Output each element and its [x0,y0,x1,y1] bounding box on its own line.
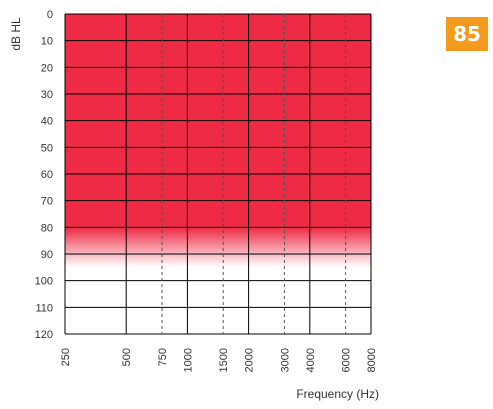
x-tick-label: 3000 [279,348,291,372]
y-tick-label: 0 [47,9,53,21]
x-tick-label: 250 [60,348,72,366]
x-tick-label: 500 [121,348,133,366]
region-fade [65,227,371,268]
y-tick-label: 60 [41,169,53,181]
x-axis-label: Frequency (Hz) [296,387,379,401]
x-tick-label: 6000 [341,348,353,372]
x-tick-label: 2000 [244,348,256,372]
x-tick-label: 4000 [305,348,317,372]
y-tick-label: 30 [41,89,53,101]
y-tick-label: 80 [41,222,53,234]
y-tick-label: 120 [35,329,53,341]
x-tick-label: 1000 [182,348,194,372]
y-tick-label: 110 [35,302,53,314]
y-tick-label: 70 [41,196,53,208]
y-tick-label: 20 [41,62,53,74]
x-tick-label: 8000 [366,348,378,372]
y-axis-label: dB HL [9,17,23,51]
x-tick-label: 750 [157,348,169,366]
y-tick-label: 90 [41,249,53,261]
y-tick-label: 40 [41,116,53,128]
y-tick-label: 100 [35,276,53,288]
y-tick-label: 10 [41,36,53,48]
score-badge: 85 [446,17,488,51]
y-tick-label: 50 [41,142,53,154]
x-tick-label: 1500 [218,348,230,372]
